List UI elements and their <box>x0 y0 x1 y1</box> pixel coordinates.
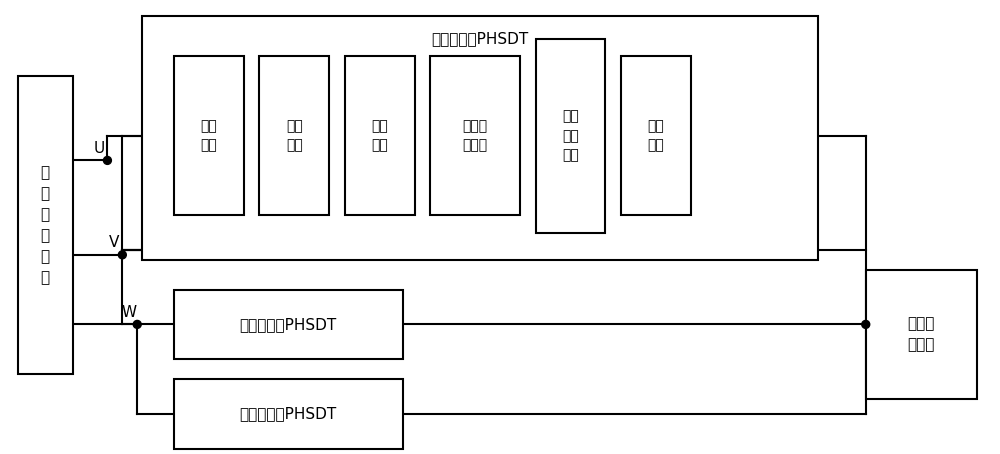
Text: V: V <box>109 236 120 251</box>
Text: 光耦隔
离电路: 光耦隔 离电路 <box>463 119 488 152</box>
Bar <box>174 290 403 359</box>
Text: W: W <box>122 305 137 320</box>
Bar <box>621 56 691 215</box>
Text: 整流
电路: 整流 电路 <box>200 119 217 152</box>
Text: 限幅
电路: 限幅 电路 <box>371 119 388 152</box>
Bar <box>18 76 73 374</box>
Text: 比较输
出电路: 比较输 出电路 <box>908 316 935 352</box>
Bar <box>430 56 520 215</box>
Text: 相检测电路PHSDT: 相检测电路PHSDT <box>240 317 337 332</box>
Circle shape <box>862 321 870 328</box>
Text: U: U <box>94 141 105 156</box>
Circle shape <box>118 251 126 259</box>
Bar <box>866 270 977 399</box>
Text: 相检测电路PHSDT: 相检测电路PHSDT <box>431 31 529 46</box>
Bar <box>345 56 415 215</box>
Bar <box>536 39 605 233</box>
Text: 隔离
电路: 隔离 电路 <box>648 119 664 152</box>
Circle shape <box>133 321 141 328</box>
Text: 三
相
交
流
输
入: 三 相 交 流 输 入 <box>41 165 50 285</box>
Text: 限流
电路: 限流 电路 <box>286 119 303 152</box>
Text: 相检测电路PHSDT: 相检测电路PHSDT <box>240 406 337 421</box>
Bar <box>142 16 818 260</box>
Bar <box>259 56 329 215</box>
Bar <box>174 56 244 215</box>
Bar <box>174 379 403 449</box>
Text: 充电
放电
电路: 充电 放电 电路 <box>562 109 579 163</box>
Circle shape <box>103 157 111 164</box>
